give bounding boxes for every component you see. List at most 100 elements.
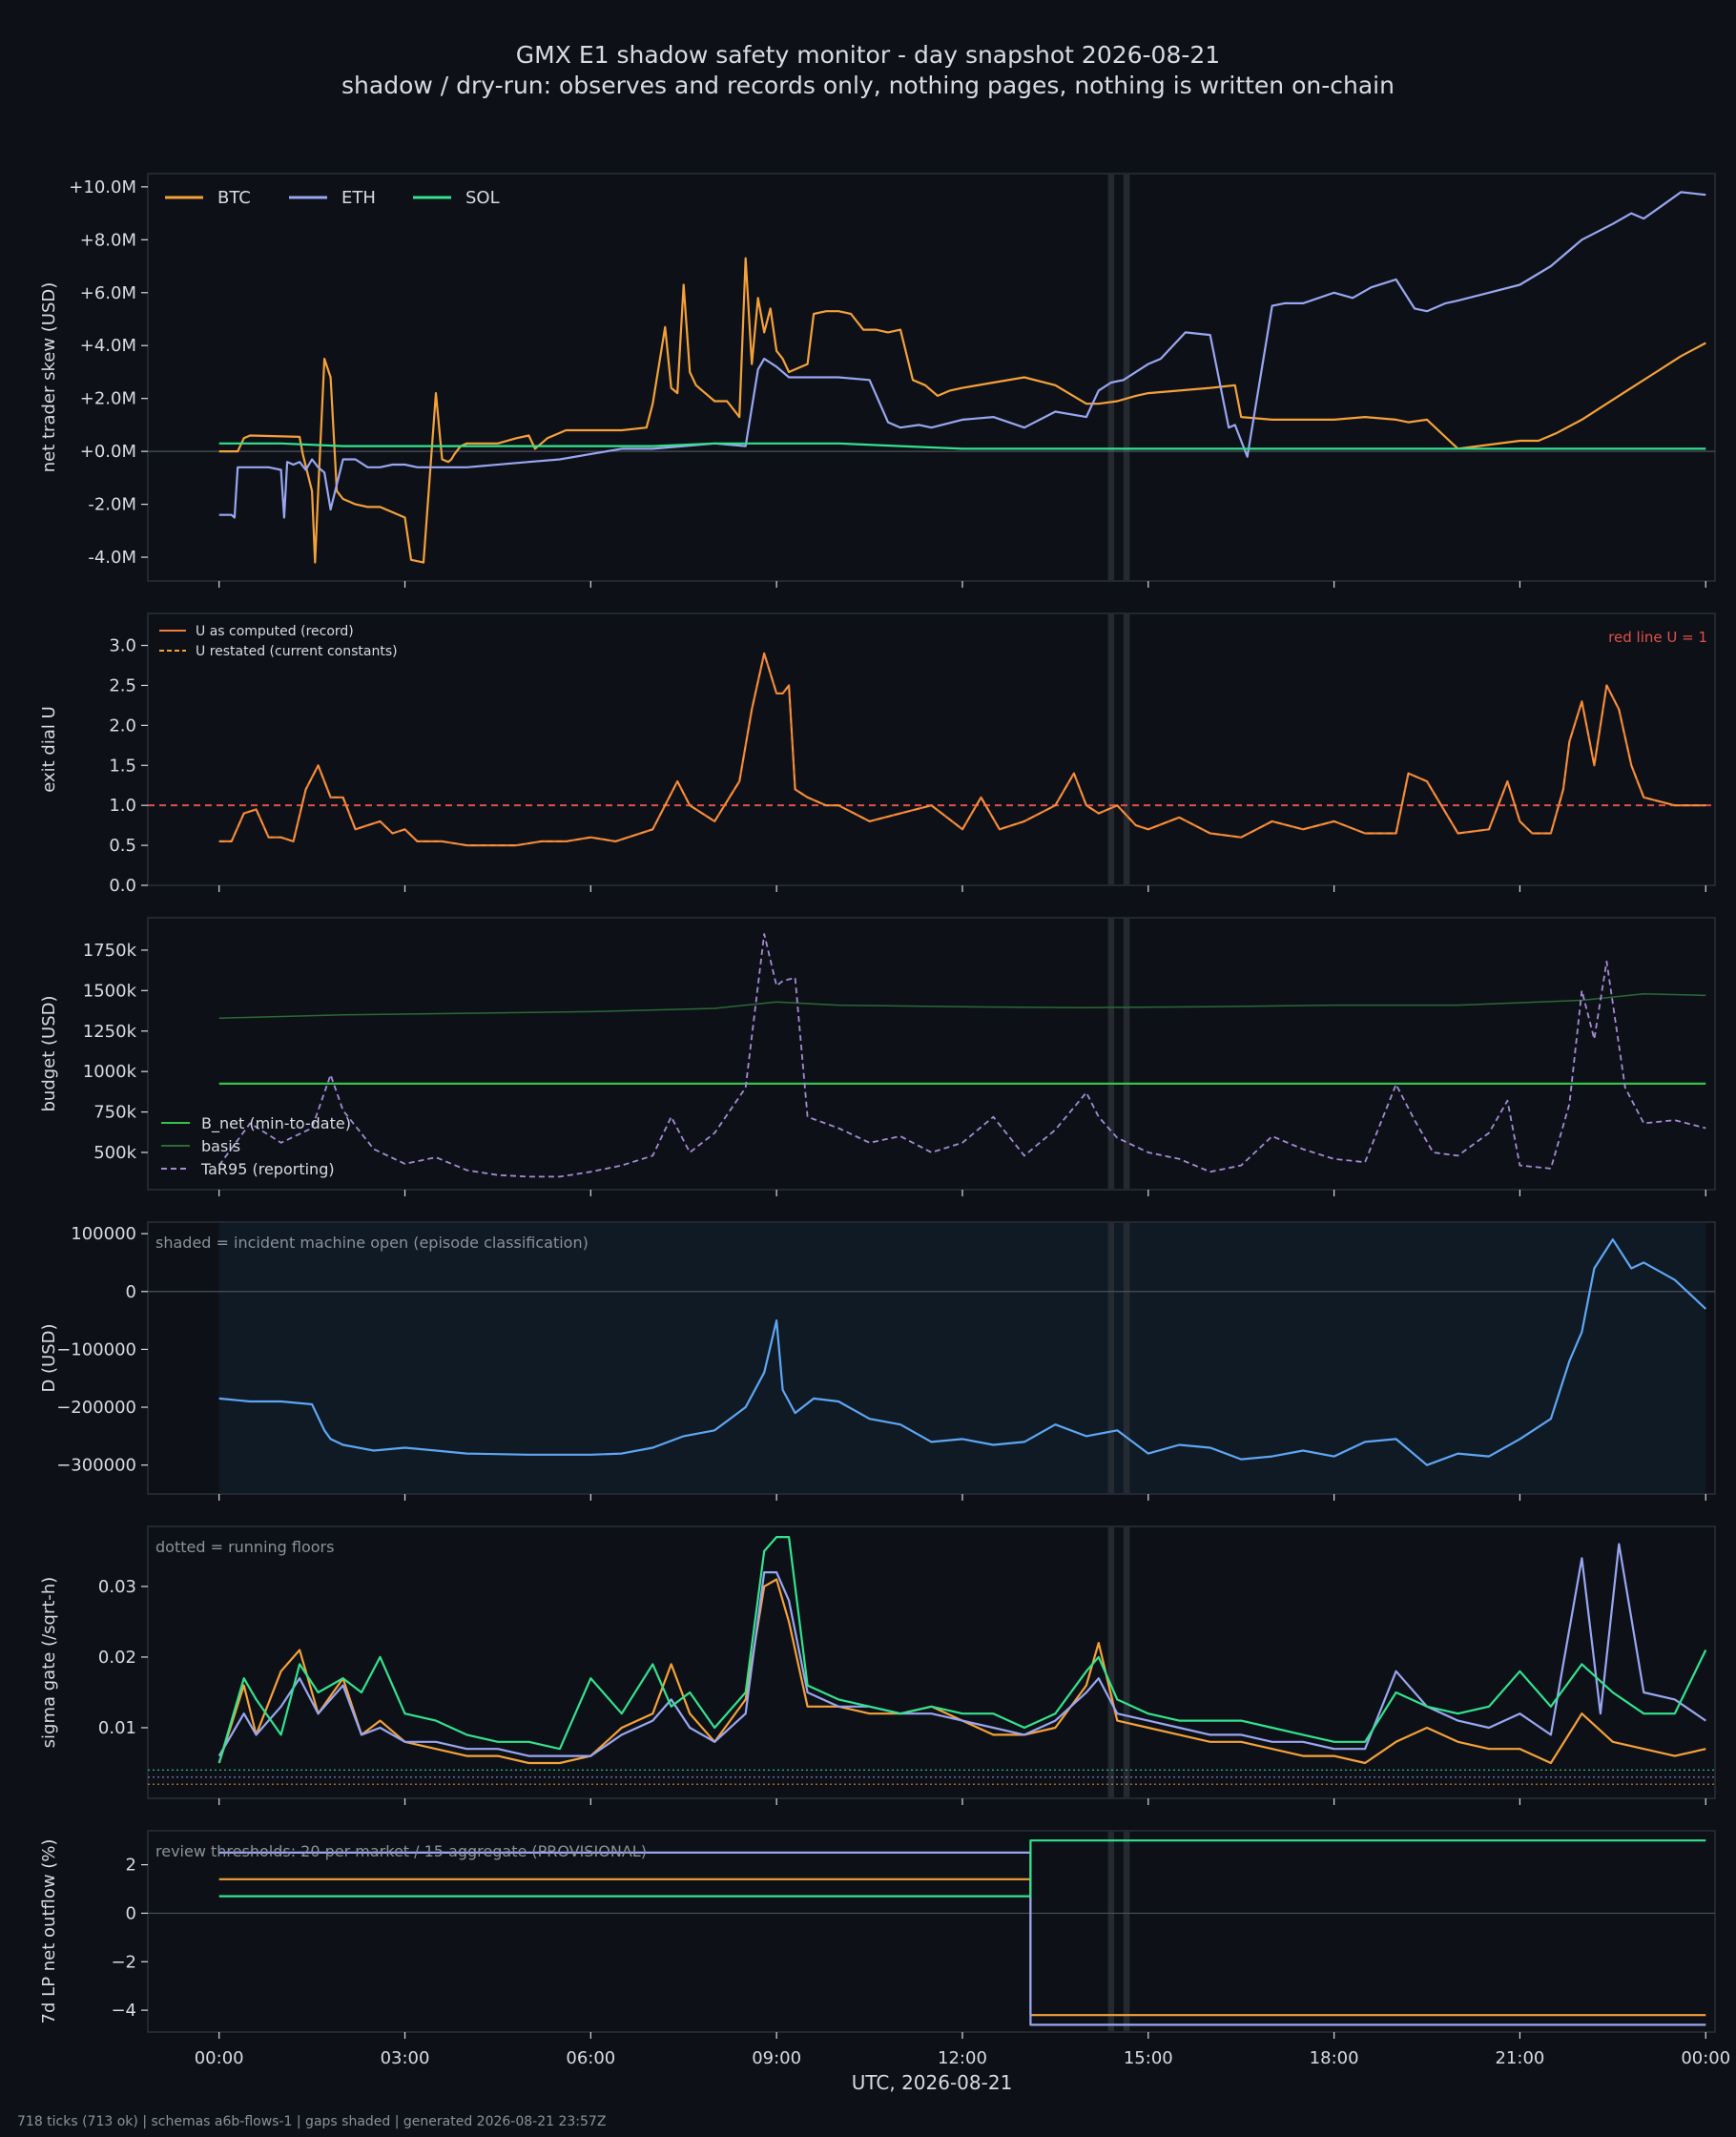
threshold-annotation: red line U = 1: [1608, 629, 1707, 646]
y-tick-label: −100000: [56, 1339, 136, 1359]
series-line-sol: [218, 442, 1706, 450]
x-tick-label: 00:00: [1681, 2048, 1730, 2068]
y-tick-label: 0: [126, 1282, 136, 1302]
y-tick-label: −4: [111, 2001, 136, 2021]
y-tick-label: 0.02: [98, 1648, 136, 1668]
y-tick-label: +6.0M: [80, 283, 136, 303]
y-axis-label: exit dial U: [39, 706, 59, 793]
panel-2: 0.0 0.5 1.0 1.5 2.0 2.5 3.0 exit dial U U as com…: [39, 612, 1716, 896]
panel-1: -4.0M -2.0M +0.0M +2.0M +4.0M +6.0M +8.0M +10.0…: [39, 173, 1716, 588]
panel-6: −4 −2 0 2 00:00 03:00 06:00 09:00 12:00 15:00 18:0…: [39, 1830, 1730, 2068]
legend-label: B_net (min-to-date): [201, 1114, 351, 1133]
legend-label: U restated (current constants): [196, 644, 398, 659]
footer-status: 718 ticks (713 ok) | schemas a6b-flows-1…: [17, 2114, 606, 2129]
series-line-d: [218, 1238, 1707, 1466]
y-axis-label: budget (USD): [39, 995, 59, 1111]
y-tick-label: +2.0M: [80, 389, 136, 409]
y-axis-label: sigma gate (/sqrt-h): [39, 1577, 59, 1749]
figure-subtitle: shadow / dry-run: observes and records o…: [341, 72, 1395, 99]
series-line-eth: [218, 191, 1706, 519]
y-tick-label: 1.5: [109, 756, 136, 776]
y-tick-label: 0.5: [109, 836, 136, 856]
y-tick-label: 1750k: [83, 941, 137, 961]
x-tick-label: 00:00: [195, 2048, 244, 2068]
y-tick-label: −2: [111, 1952, 136, 1972]
series-line-btc: [218, 257, 1706, 564]
x-tick-label: 12:00: [938, 2048, 987, 2068]
y-tick-label: 0: [126, 1903, 136, 1923]
gap-band: [1123, 614, 1130, 884]
gap-band: [1107, 1527, 1115, 1797]
x-tick-label: 18:00: [1310, 2048, 1359, 2068]
series-line-u-restated-current-constants-: [218, 653, 1706, 846]
x-tick-label: 09:00: [752, 2048, 801, 2068]
y-tick-label: -2.0M: [88, 495, 136, 515]
incident-shade: [218, 1223, 1706, 1493]
x-tick-label: 06:00: [566, 2048, 615, 2068]
y-tick-label: 1500k: [83, 981, 137, 1001]
y-tick-label: +10.0M: [69, 177, 136, 197]
panel-annotation: review thresholds: 20 per market / 15 ag…: [155, 1842, 647, 1860]
y-axis-label: D (USD): [39, 1323, 59, 1392]
legend-label: TaR95 (reporting): [200, 1160, 335, 1178]
y-tick-label: 2: [126, 1856, 136, 1876]
series-line-tar95-reporting-: [217, 933, 1706, 1178]
gap-band: [1123, 1832, 1130, 2031]
y-tick-label: 100000: [71, 1224, 136, 1244]
x-axis-label: UTC, 2026-08-21: [852, 2071, 1013, 2094]
gap-band: [1107, 919, 1115, 1189]
gap-band: [1123, 1527, 1130, 1797]
y-tick-label: -4.0M: [88, 548, 136, 568]
panel-frame: [147, 917, 1716, 1191]
y-tick-label: −300000: [56, 1456, 136, 1476]
gap-band: [1107, 614, 1115, 884]
y-tick-label: 0.01: [98, 1718, 136, 1738]
panel-frame: [147, 612, 1716, 886]
y-tick-label: 0.03: [98, 1577, 136, 1597]
y-axis-label: 7d LP net outflow (%): [39, 1839, 59, 2024]
gap-band: [1107, 1223, 1115, 1493]
y-tick-label: 750k: [93, 1103, 136, 1123]
gap-band: [1107, 175, 1115, 580]
legend-label: SOL: [465, 188, 500, 208]
legend-label: U as computed (record): [196, 624, 354, 639]
series-line-sol: [218, 1839, 1706, 1898]
series-line-basis: [218, 992, 1706, 1019]
gap-band: [1123, 919, 1130, 1189]
y-tick-label: +8.0M: [80, 230, 136, 250]
panel-3: 500k 750k 1000k 1250k 1500k 1750k budget (USD)…: [39, 917, 1716, 1196]
panel-5: 0.01 0.02 0.03 sigma gate (/sqrt-h) dotted =…: [39, 1525, 1716, 1805]
x-tick-label: 15:00: [1124, 2048, 1173, 2068]
y-tick-label: 1000k: [83, 1062, 137, 1082]
gap-band: [1107, 1832, 1115, 2031]
y-tick-label: 1.0: [109, 796, 136, 816]
legend-label: BTC: [217, 188, 251, 208]
panel-frame: [147, 1525, 1716, 1799]
legend-label: ETH: [341, 188, 376, 208]
y-tick-label: +0.0M: [80, 442, 136, 462]
y-tick-label: 500k: [93, 1143, 136, 1163]
y-tick-label: 2.0: [109, 716, 136, 736]
y-tick-label: −200000: [56, 1398, 136, 1418]
y-tick-label: +4.0M: [80, 336, 136, 356]
gap-band: [1123, 1223, 1130, 1493]
panel-4: −300000 −200000 −100000 0 100000 D (USD) shade…: [39, 1221, 1716, 1501]
y-tick-label: 1250k: [83, 1022, 137, 1042]
x-tick-label: 03:00: [381, 2048, 430, 2068]
series-line-eth: [218, 1851, 1706, 2026]
panel-annotation: dotted = running floors: [155, 1538, 334, 1556]
figure-title: GMX E1 shadow safety monitor - day snaps…: [516, 41, 1220, 69]
y-tick-label: 0.0: [109, 876, 136, 896]
y-tick-label: 3.0: [109, 636, 136, 656]
legend-label: basis: [201, 1137, 240, 1155]
panel-annotation: shaded = incident machine open (episode …: [155, 1234, 589, 1252]
x-tick-label: 21:00: [1495, 2048, 1544, 2068]
panel-frame: [147, 1830, 1716, 2033]
y-tick-label: 2.5: [109, 675, 136, 695]
y-axis-label: net trader skew (USD): [39, 282, 59, 473]
series-line-sol: [217, 1535, 1707, 1764]
chart-panels: -4.0M -2.0M +0.0M +2.0M +4.0M +6.0M +8.0M +10.0…: [39, 173, 1730, 2068]
series-line-btc: [217, 1578, 1706, 1765]
panel-frame: [147, 173, 1716, 582]
